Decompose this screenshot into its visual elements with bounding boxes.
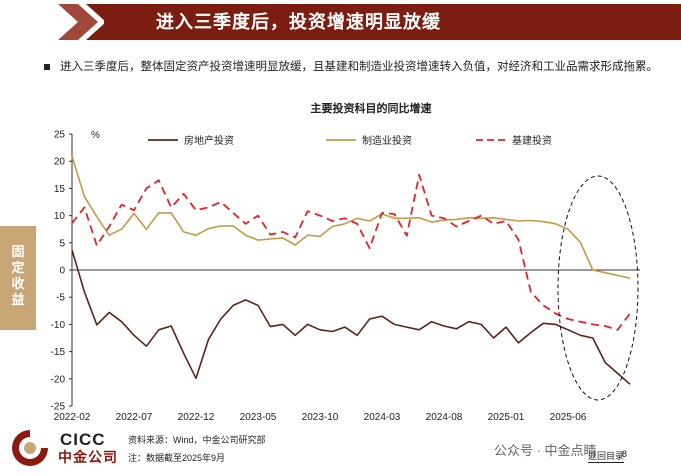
logo-text-cn: 中金公司 — [58, 449, 118, 465]
x-tick-label: 2022-12 — [178, 412, 215, 423]
y-tick-label: 0 — [59, 266, 65, 277]
summary-text: 进入三季度后，整体固定资产投资增速明显放缓，且基建和制造业投资增速转入负值，对经… — [60, 61, 658, 73]
y-tick-label: 20 — [54, 157, 66, 168]
cicc-logo-icon — [12, 430, 48, 466]
summary-bullet: 进入三季度后，整体固定资产投资增速明显放缓，且基建和制造业投资增速转入负值，对经… — [44, 58, 658, 74]
page-number: 8 — [622, 449, 628, 459]
legend-label-2: 基建投资 — [512, 134, 552, 147]
page-title: 进入三季度后，投资增速明显放缓 — [156, 12, 441, 32]
legend-label-1: 制造业投资 — [362, 134, 412, 147]
x-tick-label: 2022-07 — [116, 412, 153, 423]
y-tick-label: 10 — [54, 211, 66, 222]
highlight-ellipse — [557, 175, 639, 401]
y-tick-label: -5 — [56, 293, 65, 304]
section-tab[interactable] — [0, 226, 36, 330]
y-tick-label: -10 — [51, 320, 66, 331]
series-line-0 — [71, 249, 631, 385]
bullet-square-icon — [44, 63, 50, 70]
y-tick-label: -20 — [51, 374, 66, 385]
series-line-2 — [71, 173, 631, 331]
y-tick-label: 15 — [54, 184, 66, 195]
logo-text-en: CICC — [60, 430, 106, 449]
x-tick-label: 2022-02 — [54, 412, 91, 423]
x-tick-label: 2025-01 — [488, 412, 525, 423]
date-note: 注：数据截至2025年9月 — [128, 453, 226, 463]
y-tick-label: -25 — [51, 402, 66, 413]
y-tick-label: -15 — [51, 347, 66, 358]
x-tick-label: 2023-10 — [302, 412, 339, 423]
source-note: 资料来源：Wind，中金公司研究部 — [128, 435, 266, 445]
chart-title: 主要投资科目的同比增速 — [311, 101, 432, 115]
x-tick-label: 2024-08 — [426, 412, 463, 423]
series-line-1 — [71, 156, 631, 279]
x-tick-label: 2025-06 — [550, 412, 587, 423]
y-unit-label: % — [91, 130, 100, 141]
section-tab-label: 固定收益 — [11, 244, 25, 307]
back-to-contents-link[interactable]: 返回目录 — [588, 451, 625, 463]
header-background — [58, 4, 681, 40]
x-tick-label: 2023-05 — [240, 412, 277, 423]
x-tick-label: 2024-03 — [364, 412, 401, 423]
line-chart: 主要投资科目的同比增速%2520151050-5-10-15-20-252022… — [51, 101, 640, 423]
watermark: 公众号 · 中金点睛 — [494, 443, 597, 458]
y-tick-label: 5 — [59, 238, 65, 249]
header-banner: 进入三季度后，投资增速明显放缓 — [44, 0, 681, 42]
y-tick-label: 25 — [54, 130, 66, 141]
legend-label-0: 房地产投资 — [184, 134, 234, 147]
